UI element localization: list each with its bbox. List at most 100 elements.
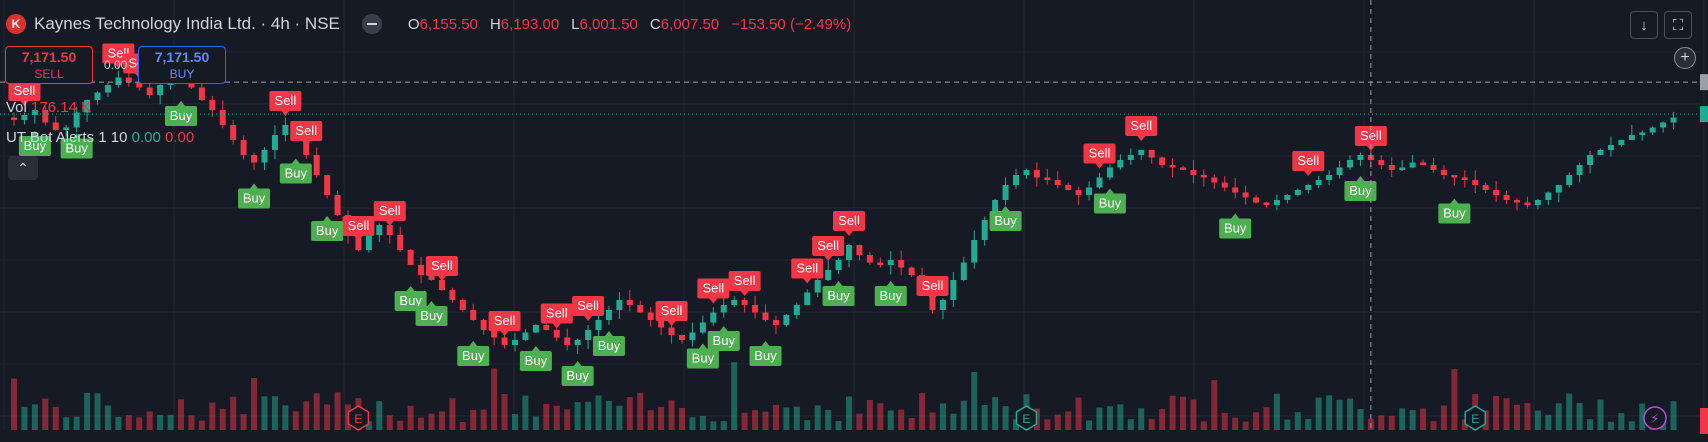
volume-bar [470,409,477,430]
high-value: 6,193.00 [500,15,560,33]
sell-signal-label: Sell [269,91,302,116]
signal-text: Buy [880,288,903,303]
volume-bar [1200,421,1207,430]
event-hexagon [1464,405,1486,431]
candle-body [1420,162,1427,165]
candle-body [365,235,372,250]
sell-signal-label: Sell [540,303,573,329]
candle-body [1670,117,1677,123]
candle-body [960,262,967,280]
candle-body [480,320,487,330]
signal-pointer [323,216,332,221]
signal-text: Sell [275,93,297,108]
signal-text: Buy [316,223,339,238]
scroll-to-bottom-button[interactable]: ↓ [1630,11,1658,39]
volume-bar [971,371,978,430]
volume-bar [1190,399,1197,430]
volume-bar [605,400,612,430]
volume-bar [981,404,988,430]
price-change: −153.50 (−2.49%) [731,15,852,33]
volume-label: Vol [6,99,27,116]
candle-body [52,122,59,130]
volume-legend[interactable]: Vol 176.14 K [6,99,91,116]
signal-pointer [667,321,676,326]
volume-bar [386,415,393,430]
sell-button[interactable]: 7,171.50 SELL [5,46,93,84]
signal-pointer [1105,188,1114,194]
symbol-logo[interactable]: K [6,14,26,34]
candle-body [679,335,685,340]
volume-bar [1127,419,1134,430]
event-text: E [354,412,362,426]
volume-bar [438,411,445,430]
signal-text: Buy [1349,183,1372,198]
signal-box [488,311,521,331]
price-scale-tag [1700,106,1708,123]
close-value: 6,007.50 [660,15,720,33]
buy-signal-label: Buy [1093,188,1126,214]
candle-body [1639,132,1646,135]
sell-signal-label: Sell [916,276,949,301]
candle-body [1576,165,1583,175]
sell-signal-label: Sell [728,271,761,296]
candle-body [42,110,49,123]
buy-signal-label: Buy [60,133,93,159]
volume-bar [616,405,623,430]
signal-pointer [604,331,613,336]
fullscreen-icon: ⛶ [1672,16,1684,34]
signal-pointer [698,343,707,349]
signal-text: Buy [754,348,777,363]
collapse-legend-button[interactable]: ⌃ [8,156,38,180]
volume-bar [219,408,226,430]
add-alert-button[interactable]: + [1674,47,1696,69]
candle-body [1086,187,1093,195]
symbol-title[interactable]: Kaynes Technology India Ltd. · 4h · NSE [34,14,340,33]
candle-body [282,125,289,135]
candle-body [1451,175,1458,178]
signal-text: Buy [525,353,548,368]
signal-text: Sell [494,313,516,328]
signal-pointer [114,63,123,69]
volume-bar [1587,419,1594,430]
signal-pointer [886,281,895,286]
signal-text: Buy [692,351,715,366]
volume-bar [11,378,17,430]
ut-bot-legend[interactable]: UT Bot Alerts 1 10 0.00 0.00 [6,129,194,146]
candle-body [626,300,633,305]
signal-pointer [531,346,540,351]
signal-box [697,278,730,299]
candle-body [1649,127,1656,133]
candle-body [324,175,331,195]
signal-text: Sell [348,218,370,233]
signal-pointer [584,316,593,321]
candle-body [1482,185,1489,190]
volume-bars [11,362,1677,430]
volume-bar [376,401,383,430]
volume-bar [1263,407,1270,430]
candle-body [981,220,988,240]
hide-legend-button[interactable] [361,14,382,34]
candle-body [1503,195,1510,200]
candle-body [125,77,132,83]
candle-body [198,87,205,100]
volume-bar [94,393,101,430]
volume-bar [772,404,779,430]
candle-body [1315,180,1322,185]
candle-body [1200,175,1207,178]
signal-text: Buy [1099,196,1122,211]
volume-bar [1399,408,1406,430]
signal-text: Sell [702,281,724,296]
signal-box [833,211,865,231]
signal-box [269,91,302,111]
candle-body [73,112,80,128]
fullscreen-button[interactable]: ⛶ [1664,11,1692,39]
signal-box [1125,116,1158,136]
volume-bar [428,413,435,430]
candle-body [1284,195,1291,200]
signal-text: Sell [1089,146,1111,161]
candle-body [585,330,592,340]
candle-body [898,260,905,268]
signal-pointer [740,291,749,296]
buy-button[interactable]: 7,171.50 BUY [138,46,226,84]
